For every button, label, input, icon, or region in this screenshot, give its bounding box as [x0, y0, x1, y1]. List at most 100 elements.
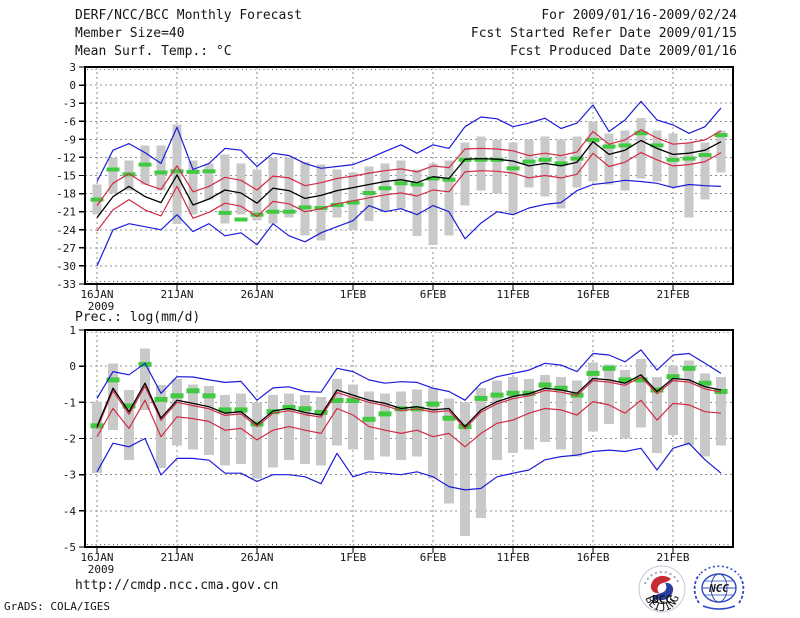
member-size: Member Size=40 — [75, 26, 185, 41]
member-spread-bar — [156, 145, 166, 191]
y-tick-label: -21 — [56, 206, 76, 219]
member-spread-bar — [636, 358, 646, 428]
observation-dash — [298, 205, 312, 210]
x-tick-year-label: 2009 — [88, 563, 115, 576]
member-spread-bar — [540, 136, 550, 197]
member-spread-bar — [652, 377, 662, 453]
y-tick-label: -12 — [56, 151, 76, 164]
bcc-logo: BCC BEIJING CLIMATE CENTER — [637, 563, 686, 614]
member-spread-bar — [684, 142, 694, 218]
member-spread-bar — [316, 396, 326, 466]
member-spread-bar — [364, 391, 374, 461]
y-tick-label: -15 — [56, 170, 76, 183]
member-spread-bar — [508, 377, 518, 453]
observation-dash — [298, 406, 312, 412]
source-url: http://cmdp.ncc.cma.gov.cn — [75, 578, 279, 593]
observation-dash — [346, 398, 360, 403]
observation-dash — [554, 161, 568, 166]
y-tick-label: -9 — [63, 133, 76, 146]
member-spread-bar — [108, 363, 118, 431]
x-tick-label: 26JAN — [240, 288, 273, 301]
observation-dash — [490, 392, 504, 398]
y-tick-label: -30 — [56, 260, 76, 273]
observation-dash — [618, 377, 632, 383]
member-spread-bar — [108, 157, 118, 194]
member-spread-bar — [396, 391, 406, 461]
observation-dash — [538, 157, 552, 162]
member-spread-bar — [716, 130, 726, 173]
y-tick-label: -24 — [56, 224, 76, 237]
forecast-range: For 2009/01/16-2009/02/24 — [541, 8, 737, 23]
member-spread-bar — [636, 118, 646, 179]
precip-chart-title: Prec.: log(mm/d) — [75, 310, 201, 325]
observation-dash — [170, 393, 184, 399]
x-tick-label: 11FEB — [496, 551, 529, 564]
y-tick-label: 0 — [69, 360, 76, 373]
observation-dash — [410, 182, 424, 187]
y-tick-label: -3 — [63, 469, 76, 482]
observation-dash — [506, 166, 520, 171]
lower-std-line — [96, 151, 722, 232]
x-tick-label: 6FEB — [420, 551, 447, 564]
observation-dash — [122, 403, 136, 409]
y-tick-label: 0 — [69, 79, 76, 92]
ncc-logo: NCC — [693, 565, 745, 610]
y-tick-label: -27 — [56, 242, 76, 255]
member-spread-bar — [268, 395, 278, 468]
observation-dash — [282, 404, 296, 410]
x-tick-label: 26JAN — [240, 551, 273, 564]
observation-dash — [474, 395, 488, 401]
observation-dash — [554, 385, 568, 391]
member-spread-bar — [444, 160, 454, 236]
observation-dash — [218, 407, 232, 413]
y-tick-label: -3 — [63, 97, 76, 110]
member-spread-bar — [572, 380, 582, 457]
observation-dash — [714, 133, 728, 138]
x-tick-label: 21JAN — [160, 551, 193, 564]
observation-dash — [634, 131, 648, 136]
grads-credit: GrADS: COLA/IGES — [4, 600, 110, 613]
upper-std-line — [96, 129, 722, 206]
member-spread-bar — [348, 384, 358, 450]
observation-dash — [634, 377, 648, 383]
member-spread-bar — [604, 133, 614, 185]
member-spread-bar — [476, 136, 486, 191]
x-tick-label: 21FEB — [656, 551, 689, 564]
observation-dash — [202, 169, 216, 174]
member-spread-bar — [556, 139, 566, 209]
member-spread-bar — [556, 377, 566, 450]
ensemble-min-line — [96, 179, 722, 267]
observation-dash — [138, 162, 152, 167]
member-spread-bar — [444, 398, 454, 504]
observation-dash — [506, 390, 520, 396]
member-spread-bar — [284, 157, 294, 218]
x-tick-label: 16FEB — [576, 288, 609, 301]
ensemble-mean-line — [96, 139, 722, 219]
x-tick-label: 16JAN — [80, 288, 113, 301]
member-spread-bar — [428, 163, 438, 245]
x-tick-label: 6FEB — [420, 288, 447, 301]
member-spread-bar — [652, 130, 662, 182]
y-tick-label: -1 — [63, 396, 76, 409]
upper-std-line — [96, 376, 722, 430]
temp-chart-title: Mean Surf. Temp.: °C — [75, 44, 232, 59]
observation-dash — [698, 380, 712, 386]
observation-dash — [602, 365, 616, 371]
observation-dash — [362, 416, 376, 422]
member-spread-bar — [188, 160, 198, 215]
x-tick-label: 16JAN — [80, 551, 113, 564]
x-tick-label: 1FEB — [340, 288, 367, 301]
ensemble-max-line — [96, 349, 722, 401]
observation-dash — [474, 157, 488, 162]
observation-dash — [314, 206, 328, 210]
member-spread-bar — [492, 139, 502, 194]
observation-dash — [650, 143, 664, 148]
member-spread-bar — [460, 402, 470, 537]
x-tick-label: 11FEB — [496, 288, 529, 301]
x-tick-label: 16FEB — [576, 551, 609, 564]
observation-dash — [666, 374, 680, 380]
observation-dash — [538, 382, 552, 388]
observation-dash — [234, 217, 248, 222]
member-spread-bar — [588, 362, 598, 432]
